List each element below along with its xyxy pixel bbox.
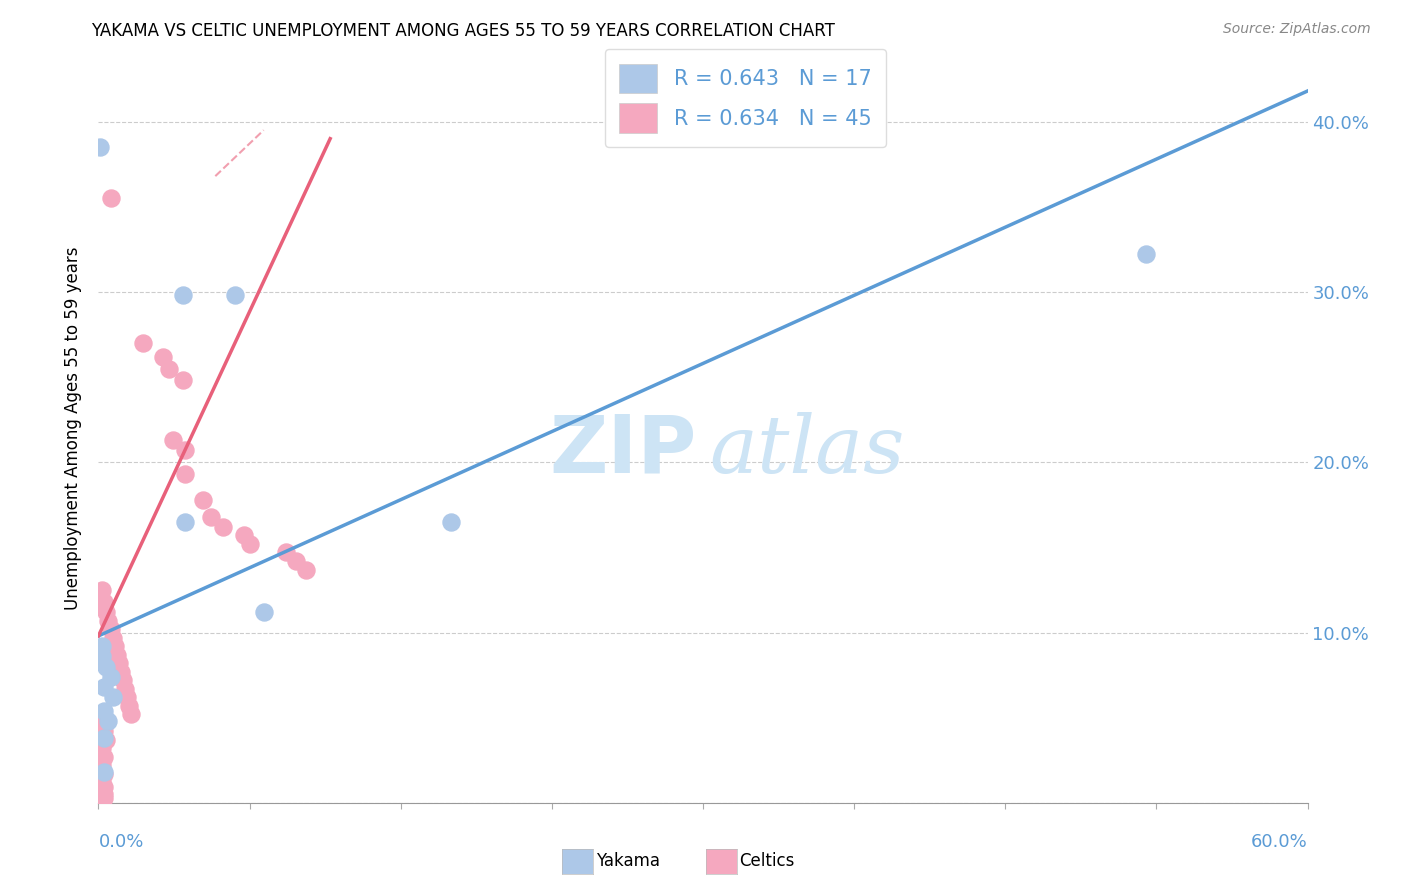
Point (295, 562, 318, 576)
Point (239, 537, 262, 551)
Point (91, 792, 114, 806)
Point (232, 528, 254, 542)
Point (120, 707, 142, 722)
Point (152, 350, 174, 364)
Text: Yakama: Yakama (596, 852, 661, 870)
Point (162, 433, 184, 447)
Point (253, 605, 276, 619)
Point (111, 673, 134, 688)
Point (93, 595, 115, 609)
Point (91, 784, 114, 798)
Point (89, 140, 111, 154)
Point (212, 520, 235, 534)
Text: Celtics: Celtics (740, 852, 794, 870)
Point (91, 582, 114, 597)
Point (91, 649, 114, 664)
Point (91, 775, 114, 789)
Point (174, 443, 197, 458)
Point (157, 361, 180, 376)
Point (101, 631, 124, 645)
Point (193, 492, 215, 507)
Text: ZIP: ZIP (550, 411, 697, 490)
Point (100, 670, 122, 684)
Text: Source: ZipAtlas.com: Source: ZipAtlas.com (1223, 22, 1371, 37)
Point (1135, 247, 1157, 261)
Point (91, 741, 114, 756)
Point (93, 680, 115, 694)
Point (105, 648, 128, 662)
Point (100, 622, 122, 636)
Point (118, 698, 141, 713)
Point (174, 467, 197, 482)
Point (224, 288, 246, 302)
Point (93, 749, 115, 764)
Point (96, 732, 118, 747)
Point (96, 605, 118, 619)
Point (93, 787, 115, 801)
Text: 60.0%: 60.0% (1251, 833, 1308, 851)
Legend: R = 0.643   N = 17, R = 0.634   N = 45: R = 0.643 N = 17, R = 0.634 N = 45 (605, 49, 886, 147)
Point (93, 704, 115, 718)
Point (100, 191, 122, 205)
Point (440, 515, 463, 529)
Point (101, 690, 124, 705)
Point (114, 681, 136, 696)
Text: atlas: atlas (709, 412, 904, 490)
Point (274, 545, 297, 559)
Point (172, 374, 194, 388)
Point (132, 336, 155, 351)
Point (103, 639, 125, 653)
Point (115, 690, 138, 705)
Text: YAKAMA VS CELTIC UNEMPLOYMENT AMONG AGES 55 TO 59 YEARS CORRELATION CHART: YAKAMA VS CELTIC UNEMPLOYMENT AMONG AGES… (91, 22, 835, 40)
Point (91, 789, 114, 803)
Point (284, 554, 307, 568)
Text: 0.0%: 0.0% (98, 833, 143, 851)
Point (110, 665, 132, 679)
Point (172, 288, 194, 302)
Point (91, 715, 114, 730)
Point (93, 724, 115, 739)
Point (93, 767, 115, 781)
Point (97, 714, 120, 728)
Point (93, 790, 115, 805)
Point (93, 780, 115, 795)
Point (93, 731, 115, 745)
Point (91, 758, 114, 772)
Point (97, 614, 120, 628)
Point (200, 509, 222, 524)
Point (107, 656, 129, 670)
Point (174, 515, 197, 529)
Point (93, 765, 115, 780)
Point (96, 659, 118, 673)
Point (91, 639, 114, 653)
Y-axis label: Unemployment Among Ages 55 to 59 years: Unemployment Among Ages 55 to 59 years (65, 246, 83, 610)
